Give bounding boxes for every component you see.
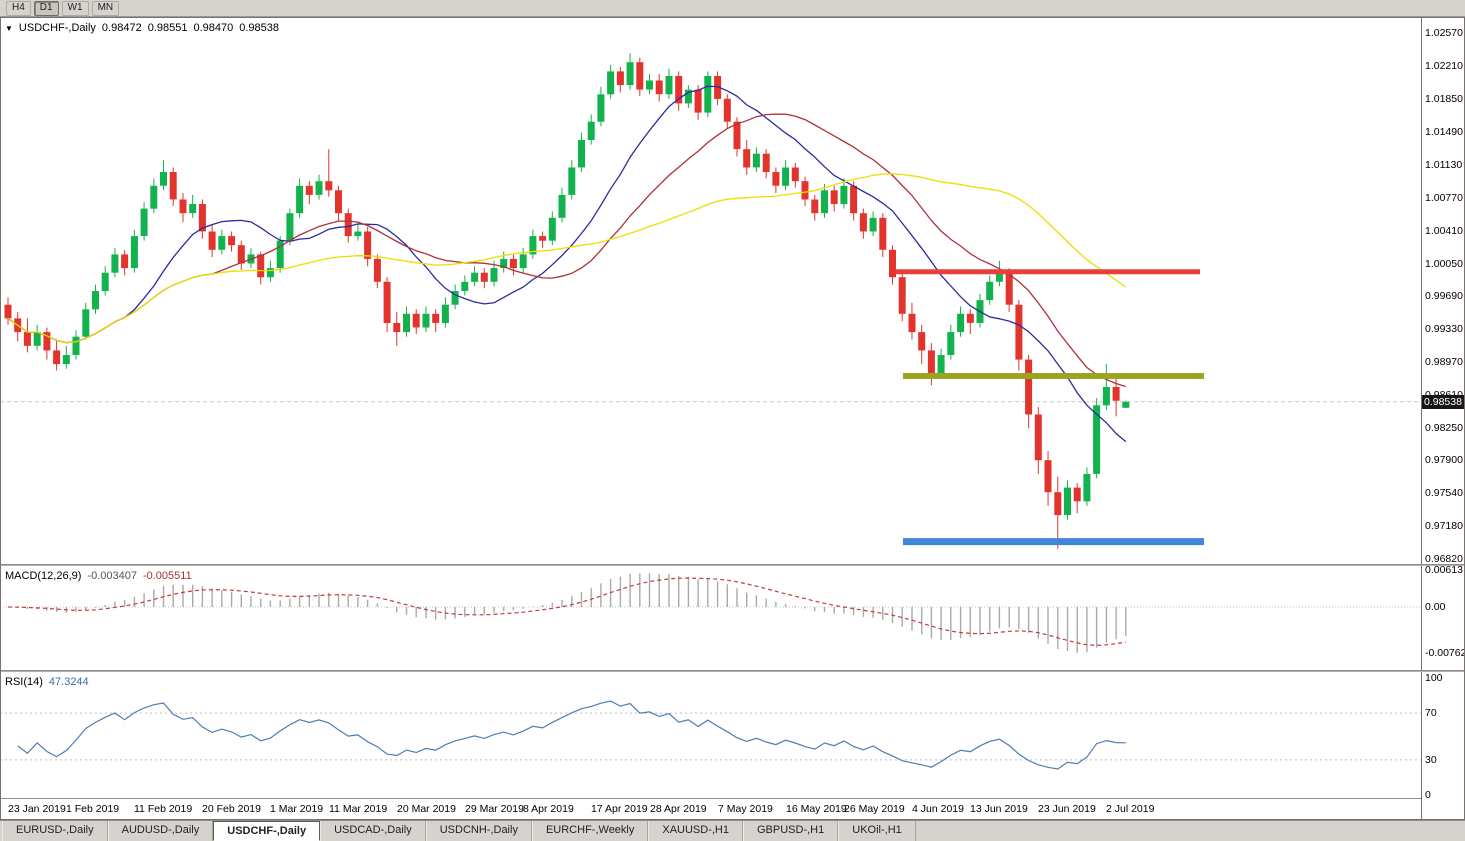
date-axis-label: 26 May 2019 — [844, 803, 905, 815]
date-axis-label: 2 Jul 2019 — [1106, 803, 1155, 815]
rsi-axis-label: 0 — [1425, 789, 1431, 801]
chart-low-value: 0.98470 — [193, 22, 234, 34]
date-axis-label: 13 Jun 2019 — [970, 803, 1028, 815]
rsi-indicator-canvas[interactable] — [0, 672, 1421, 798]
macd-name-label: MACD(12,26,9) — [5, 570, 82, 582]
macd-title: MACD(12,26,9) -0.003407 -0.005511 — [5, 570, 192, 582]
price-axis-label: 1.00410 — [1425, 225, 1463, 237]
timeframe-button-d1[interactable]: D1 — [33, 0, 59, 16]
date-axis[interactable]: 23 Jan 2019 1 Feb 2019 11 Feb 2019 20 Feb 2… — [0, 798, 1421, 820]
macd-axis-label: -0.00762 — [1425, 647, 1465, 659]
symbol-tab-gbpusd[interactable]: GBPUSD-,H1 — [743, 821, 839, 841]
timeframe-button-w1[interactable]: W1 — [61, 0, 89, 16]
chart-title: ▼ USDCHF-,Daily 0.98472 0.98551 0.98470 … — [5, 22, 279, 35]
price-axis-label: 0.98250 — [1425, 422, 1463, 434]
symbol-tab-usdcnh[interactable]: USDCNH-,Daily — [425, 821, 532, 841]
date-axis-label: 11 Mar 2019 — [329, 803, 388, 815]
rsi-axis-label: 30 — [1425, 754, 1437, 766]
panel-splitter[interactable] — [0, 670, 1465, 672]
symbol-tab-usdchf[interactable]: USDCHF-,Daily — [213, 821, 321, 841]
symbol-dropdown-icon[interactable]: ▼ — [5, 24, 13, 33]
date-axis-label: 11 Feb 2019 — [134, 803, 193, 815]
date-axis-label: 23 Jan 2019 — [8, 803, 66, 815]
rsi-axis-label: 70 — [1425, 707, 1437, 719]
symbol-tab-eurchf[interactable]: EURCHF-,Weekly — [531, 821, 649, 841]
price-axis-label: 0.99330 — [1425, 323, 1463, 335]
price-axis[interactable]: 0.98538 1.02570 1.02210 1.01850 1.01490 1.01… — [1421, 17, 1465, 820]
price-axis-label: 0.97900 — [1425, 454, 1463, 466]
price-axis-label: 1.00050 — [1425, 258, 1463, 270]
symbol-tab-eurusd[interactable]: EURUSD-,Daily — [2, 821, 108, 841]
symbol-tab-bar: EURUSD-,Daily AUDUSD-,Daily USDCHF-,Daily U… — [0, 820, 1465, 841]
price-axis-label: 0.97540 — [1425, 487, 1463, 499]
timeframe-button-h4[interactable]: H4 — [6, 0, 31, 16]
price-axis-label: 1.00770 — [1425, 192, 1463, 204]
macd-main-value: -0.003407 — [87, 570, 137, 582]
symbol-tab-usdcad[interactable]: USDCAD-,Daily — [320, 821, 426, 841]
price-axis-label: 0.96820 — [1425, 553, 1463, 565]
chart-symbol-label: USDCHF-,Daily — [18, 22, 96, 34]
date-axis-label: 8 Apr 2019 — [523, 803, 574, 815]
date-axis-label: 1 Mar 2019 — [270, 803, 324, 815]
symbol-tab-xauusd[interactable]: XAUUSD-,H1 — [648, 821, 743, 841]
date-axis-label: 29 Mar 2019 — [465, 803, 524, 815]
price-axis-label: 1.01850 — [1425, 93, 1463, 105]
date-axis-label: 28 Apr 2019 — [650, 803, 707, 815]
chart-close-value: 0.98538 — [239, 22, 279, 34]
date-axis-label: 23 Jun 2019 — [1038, 803, 1096, 815]
date-axis-label: 16 May 2019 — [786, 803, 847, 815]
price-axis-label: 0.97180 — [1425, 520, 1463, 532]
rsi-value: 47.3244 — [48, 676, 89, 688]
current-price-tag: 0.98538 — [1422, 395, 1465, 409]
date-axis-label: 1 Feb 2019 — [66, 803, 120, 815]
price-axis-label: 0.98970 — [1425, 356, 1463, 368]
date-axis-label: 20 Mar 2019 — [397, 803, 456, 815]
date-axis-label: 4 Jun 2019 — [912, 803, 964, 815]
panel-splitter[interactable] — [0, 564, 1465, 566]
rsi-axis-label: 100 — [1425, 672, 1443, 684]
timeframe-button-mn[interactable]: MN — [91, 0, 120, 16]
symbol-tab-ukoil[interactable]: UKOil-,H1 — [838, 821, 916, 841]
price-chart-canvas[interactable] — [0, 17, 1421, 564]
price-axis-label: 1.01490 — [1425, 126, 1463, 138]
price-axis-label: 0.99690 — [1425, 290, 1463, 302]
symbol-tab-audusd[interactable]: AUDUSD-,Daily — [107, 821, 214, 841]
date-axis-label: 7 May 2019 — [718, 803, 773, 815]
rsi-name-label: RSI(14) — [5, 676, 43, 688]
price-axis-label: 1.01130 — [1425, 159, 1463, 171]
rsi-title: RSI(14) 47.3244 — [5, 676, 89, 688]
chart-high-value: 0.98551 — [147, 22, 188, 34]
macd-signal-value: -0.005511 — [142, 570, 192, 582]
macd-axis-label: 0.00613 — [1425, 564, 1463, 576]
chart-open-value: 0.98472 — [101, 22, 142, 34]
macd-indicator-canvas[interactable] — [0, 566, 1421, 670]
date-axis-label: 20 Feb 2019 — [202, 803, 261, 815]
price-axis-label: 1.02210 — [1425, 60, 1463, 72]
date-axis-label: 17 Apr 2019 — [591, 803, 648, 815]
price-axis-label: 1.02570 — [1425, 27, 1463, 39]
macd-axis-label: 0.00 — [1425, 601, 1446, 613]
timeframe-toolbar: H4 D1 W1 MN — [0, 0, 1465, 17]
